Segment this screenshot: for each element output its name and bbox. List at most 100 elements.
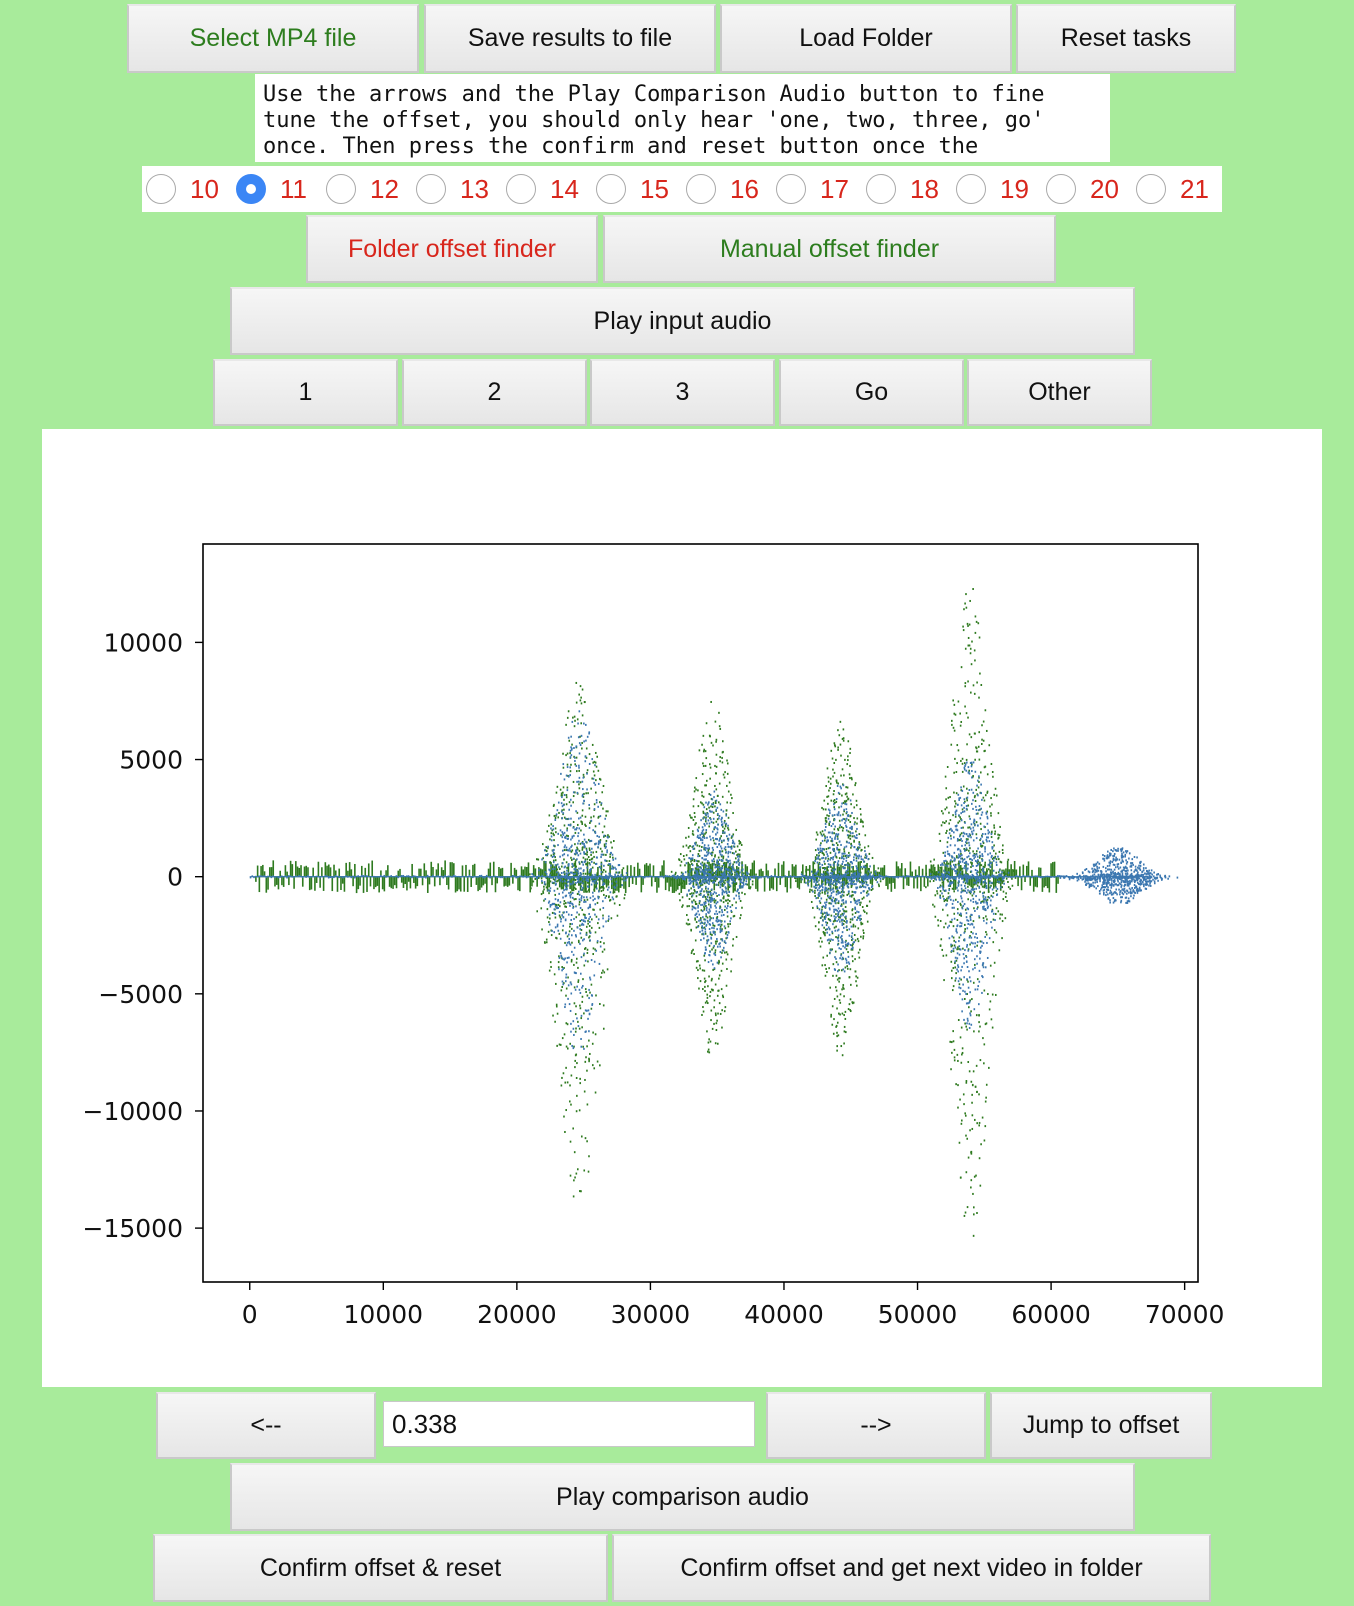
radio-option-13[interactable]: 13: [416, 174, 502, 205]
radio-unchecked-icon[interactable]: [1046, 174, 1076, 204]
noise-point: [968, 876, 971, 886]
burst-point: [705, 831, 707, 834]
burst-point: [678, 883, 681, 886]
burst-point: [702, 750, 705, 753]
burst-point: [576, 985, 578, 988]
manual-offset-finder-button[interactable]: Manual offset finder: [603, 215, 1056, 283]
burst-point: [585, 756, 588, 759]
other-button[interactable]: Other: [967, 359, 1152, 426]
radio-unchecked-icon[interactable]: [866, 174, 896, 204]
play-input-audio-button[interactable]: Play input audio: [230, 287, 1135, 355]
burst-point: [998, 949, 1001, 952]
radio-option-11[interactable]: 11: [236, 174, 322, 205]
reset-tasks-button[interactable]: Reset tasks: [1016, 4, 1236, 73]
burst-point: [936, 892, 939, 895]
radio-option-18[interactable]: 18: [866, 174, 952, 205]
select-mp4-button[interactable]: Select MP4 file: [127, 4, 419, 73]
radio-checked-icon[interactable]: [236, 174, 266, 204]
noise-point: [676, 876, 679, 890]
burst-point: [594, 873, 596, 876]
radio-unchecked-icon[interactable]: [776, 174, 806, 204]
burst-point: [976, 944, 978, 947]
burst-point: [606, 968, 609, 971]
burst-point: [561, 854, 564, 857]
burst-point: [728, 894, 730, 897]
count-3-button[interactable]: 3: [590, 359, 775, 426]
burst-point: [704, 832, 706, 835]
burst-point: [745, 880, 748, 883]
burst-point: [690, 860, 692, 863]
burst-point: [600, 853, 603, 856]
burst-point: [585, 863, 587, 866]
burst-point: [558, 866, 560, 869]
radio-option-16[interactable]: 16: [686, 174, 772, 205]
folder-offset-finder-button[interactable]: Folder offset finder: [306, 215, 598, 283]
radio-unchecked-icon[interactable]: [326, 174, 356, 204]
noise-point: [944, 863, 946, 877]
burst-point: [842, 801, 845, 804]
count-1-button[interactable]: 1: [213, 359, 398, 426]
burst-point: [824, 817, 827, 820]
burst-point: [562, 924, 565, 927]
burst-point: [578, 898, 581, 901]
burst-point: [691, 876, 694, 879]
radio-option-17[interactable]: 17: [776, 174, 862, 205]
burst-point: [576, 872, 578, 875]
burst-point: [823, 853, 825, 856]
burst-point: [727, 881, 730, 884]
burst-point: [727, 931, 730, 934]
burst-point: [685, 922, 688, 925]
burst-point: [843, 1025, 846, 1028]
radio-option-10[interactable]: 10: [146, 174, 232, 205]
radio-option-15[interactable]: 15: [596, 174, 682, 205]
burst-point: [695, 966, 698, 969]
burst-point: [570, 960, 573, 963]
burst-point: [556, 906, 558, 909]
burst-point: [836, 1045, 839, 1048]
burst-point: [602, 882, 605, 885]
radio-unchecked-icon[interactable]: [596, 174, 626, 204]
radio-option-14[interactable]: 14: [506, 174, 592, 205]
radio-option-12[interactable]: 12: [326, 174, 412, 205]
noise-point: [789, 876, 792, 889]
noise-point: [383, 876, 386, 892]
radio-unchecked-icon[interactable]: [686, 174, 716, 204]
burst-point: [967, 680, 969, 683]
burst-point: [736, 870, 738, 873]
radio-option-21[interactable]: 21: [1136, 174, 1222, 205]
burst-point: [729, 846, 732, 849]
burst-point: [829, 787, 831, 790]
burst-point: [583, 896, 585, 899]
burst-point: [715, 740, 717, 743]
burst-point: [549, 905, 552, 908]
burst-point: [733, 882, 736, 885]
count-2-button[interactable]: 2: [402, 359, 587, 426]
burst-point: [555, 904, 558, 907]
go-button[interactable]: Go: [779, 359, 964, 426]
burst-point: [687, 826, 690, 829]
radio-unchecked-icon[interactable]: [506, 174, 536, 204]
burst-point: [556, 785, 559, 788]
noise-point: [1032, 875, 1035, 877]
save-results-button[interactable]: Save results to file: [424, 4, 716, 73]
burst-point: [557, 929, 560, 932]
burst-point: [585, 792, 587, 795]
burst-point: [695, 926, 698, 929]
radio-unchecked-icon[interactable]: [146, 174, 176, 204]
noise-point: [465, 876, 467, 878]
burst-point: [588, 988, 590, 991]
burst-point: [852, 894, 854, 897]
radio-unchecked-icon[interactable]: [956, 174, 986, 204]
burst-point: [584, 1009, 587, 1012]
noise-point: [647, 876, 649, 878]
load-folder-button[interactable]: Load Folder: [720, 4, 1012, 73]
radio-unchecked-icon[interactable]: [1136, 174, 1166, 204]
burst-point: [719, 838, 721, 841]
burst-point: [711, 869, 714, 872]
burst-point: [704, 981, 706, 984]
radio-option-20[interactable]: 20: [1046, 174, 1132, 205]
burst-point: [682, 855, 685, 858]
radio-unchecked-icon[interactable]: [416, 174, 446, 204]
radio-option-19[interactable]: 19: [956, 174, 1042, 205]
burst-point: [551, 911, 554, 914]
